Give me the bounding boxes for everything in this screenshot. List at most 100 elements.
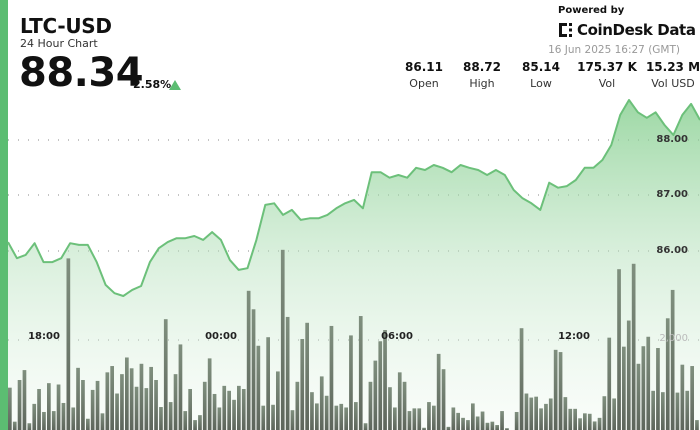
volume-bar bbox=[95, 380, 100, 430]
volume-bar bbox=[51, 411, 56, 430]
volume-bar bbox=[144, 388, 149, 430]
volume-bar bbox=[329, 325, 334, 430]
volume-bar bbox=[417, 408, 422, 430]
volume-bar bbox=[193, 420, 197, 430]
volume-bar bbox=[8, 387, 12, 430]
brand-name: CoinDesk Data bbox=[577, 21, 696, 39]
volume-bar bbox=[227, 390, 231, 430]
volume-bar bbox=[183, 411, 188, 430]
volume-bar bbox=[529, 397, 534, 430]
volume-bar bbox=[154, 380, 158, 430]
volume-bar bbox=[388, 387, 392, 430]
price-line bbox=[7, 99, 700, 297]
volume-bar bbox=[129, 368, 134, 430]
volume-bar bbox=[524, 393, 529, 430]
volume-bar bbox=[383, 330, 387, 430]
volume-bar bbox=[285, 316, 290, 430]
volume-bar bbox=[427, 402, 431, 430]
volume-bar bbox=[563, 397, 568, 430]
volume-bar bbox=[37, 389, 41, 430]
volume-bar bbox=[168, 402, 173, 430]
volume-bar bbox=[178, 344, 183, 430]
volume-bar bbox=[412, 408, 417, 430]
volume-bar bbox=[12, 421, 17, 430]
time-tick-label: 00:00 bbox=[205, 331, 237, 342]
volume-bar bbox=[105, 372, 110, 430]
volume-bar bbox=[305, 322, 309, 430]
volume-bar bbox=[66, 258, 71, 430]
volume-bar bbox=[159, 407, 163, 430]
stat-label: Low bbox=[530, 77, 552, 90]
stat-label: High bbox=[469, 77, 495, 90]
volume-bar bbox=[339, 403, 344, 430]
chart-subtitle: 24 Hour Chart bbox=[20, 37, 98, 50]
volume-bar bbox=[188, 389, 192, 430]
volume-bar bbox=[266, 337, 270, 430]
volume-bar bbox=[480, 411, 485, 430]
stat-high: 88.72 High bbox=[447, 60, 517, 90]
stat-vol-usd: 15.23 M Vol USD bbox=[635, 60, 700, 90]
volume-bar bbox=[578, 418, 582, 430]
time-tick-label: 06:00 bbox=[381, 331, 413, 342]
volume-bar bbox=[319, 376, 324, 430]
pair-title: LTC-USD bbox=[20, 14, 112, 38]
volume-bar bbox=[583, 413, 587, 430]
volume-bar bbox=[690, 366, 694, 430]
coindesk-logo-icon bbox=[559, 23, 572, 37]
volume-bar bbox=[61, 402, 66, 430]
volume-bar bbox=[115, 393, 119, 430]
coindesk-logo[interactable]: CoinDesk Data bbox=[558, 21, 696, 39]
timestamp: 16 Jun 2025 16:27 (GMT) bbox=[548, 44, 680, 56]
volume-bar bbox=[27, 423, 32, 430]
volume-bar bbox=[656, 348, 660, 430]
accent-bar bbox=[0, 0, 8, 430]
volume-bar bbox=[280, 249, 285, 430]
volume-bar bbox=[558, 352, 563, 430]
volume-bar bbox=[495, 425, 499, 430]
volume-bar bbox=[134, 386, 139, 430]
volume-bar bbox=[202, 381, 207, 430]
volume-bar bbox=[441, 369, 446, 430]
volume-bar bbox=[573, 408, 577, 430]
volume-bar bbox=[475, 416, 480, 430]
volume-bar bbox=[358, 316, 363, 430]
volume-bar bbox=[276, 371, 280, 430]
stat-value: 15.23 M bbox=[645, 60, 700, 74]
volume-bar bbox=[505, 428, 509, 430]
volume-bar bbox=[393, 407, 397, 430]
price-change: 2.58% bbox=[133, 78, 172, 91]
volume-bar bbox=[646, 336, 651, 430]
volume-bar bbox=[120, 374, 124, 430]
volume-bar bbox=[290, 410, 295, 430]
volume-bar bbox=[490, 421, 495, 430]
volume-bar bbox=[354, 402, 358, 430]
volume-bar bbox=[271, 404, 275, 430]
volume-bar bbox=[173, 374, 178, 430]
volume-bar bbox=[32, 403, 37, 430]
volume-bar bbox=[139, 363, 144, 430]
volume-bar bbox=[544, 403, 548, 430]
volume-bar bbox=[334, 405, 339, 430]
volume-bar bbox=[651, 390, 655, 430]
volume-bar bbox=[251, 309, 256, 430]
volume-bar bbox=[500, 411, 504, 430]
stat-value: 88.72 bbox=[463, 60, 501, 74]
volume-bar bbox=[553, 349, 558, 430]
volume-bar bbox=[636, 363, 641, 430]
volume-bar bbox=[237, 385, 241, 430]
volume-bar bbox=[661, 392, 665, 430]
volume-bar bbox=[378, 341, 383, 430]
stat-value: 85.14 bbox=[522, 60, 560, 74]
stat-open: 86.11 Open bbox=[389, 60, 459, 90]
volume-bar bbox=[695, 420, 699, 430]
volume-bar bbox=[110, 366, 114, 430]
volume-bar bbox=[602, 396, 607, 430]
volume-bar bbox=[163, 319, 168, 430]
volume-bar bbox=[397, 372, 402, 430]
volume-tick-label: 2,000 bbox=[659, 333, 688, 344]
volume-bar bbox=[466, 420, 470, 430]
volume-bar bbox=[368, 381, 373, 430]
time-tick-label: 18:00 bbox=[28, 331, 60, 342]
volume-bar bbox=[324, 395, 329, 430]
volume-bar bbox=[149, 366, 153, 430]
